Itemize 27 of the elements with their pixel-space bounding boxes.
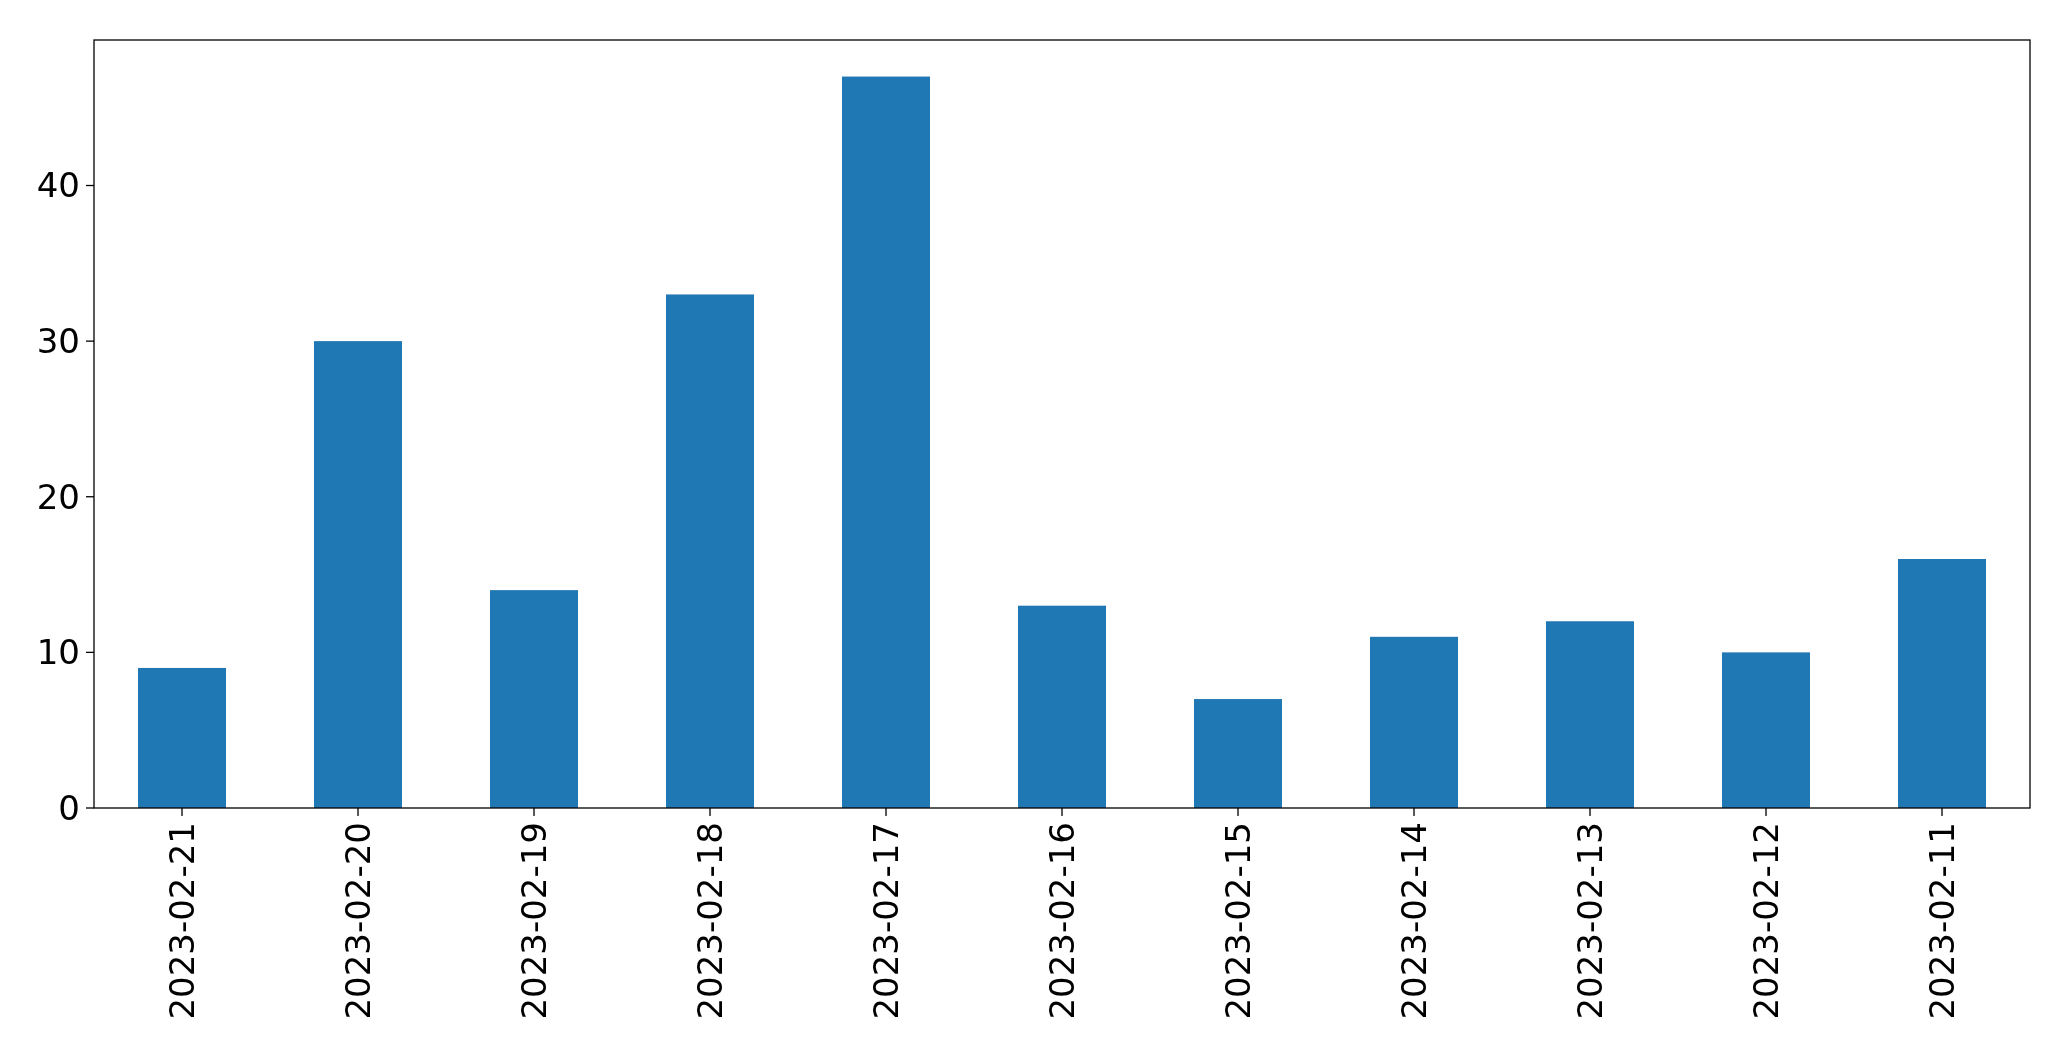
bar xyxy=(842,76,930,808)
y-tick-label: 0 xyxy=(58,787,80,828)
bar xyxy=(138,667,226,808)
bar xyxy=(1018,605,1106,808)
y-tick-label: 40 xyxy=(36,165,80,206)
bar xyxy=(1546,621,1634,808)
x-tick-label: 2023-02-19 xyxy=(513,822,554,1020)
bar xyxy=(314,341,402,808)
bar xyxy=(1194,699,1282,808)
x-tick-label: 2023-02-16 xyxy=(1041,822,1082,1020)
x-tick-label: 2023-02-18 xyxy=(689,822,730,1020)
x-tick-label: 2023-02-11 xyxy=(1921,822,1962,1020)
bar xyxy=(666,294,754,808)
bar xyxy=(1722,652,1810,808)
x-tick-label: 2023-02-20 xyxy=(337,822,378,1020)
bar xyxy=(490,590,578,808)
x-tick-label: 2023-02-12 xyxy=(1745,822,1786,1020)
y-tick-label: 20 xyxy=(36,476,80,517)
x-tick-label: 2023-02-17 xyxy=(865,822,906,1020)
x-tick-label: 2023-02-15 xyxy=(1217,822,1258,1020)
x-tick-label: 2023-02-14 xyxy=(1393,822,1434,1020)
bar xyxy=(1370,636,1458,808)
bar xyxy=(1898,559,1986,808)
x-tick-label: 2023-02-13 xyxy=(1569,822,1610,1020)
y-tick-label: 30 xyxy=(36,321,80,362)
x-tick-label: 2023-02-21 xyxy=(161,822,202,1020)
y-tick-label: 10 xyxy=(36,632,80,673)
